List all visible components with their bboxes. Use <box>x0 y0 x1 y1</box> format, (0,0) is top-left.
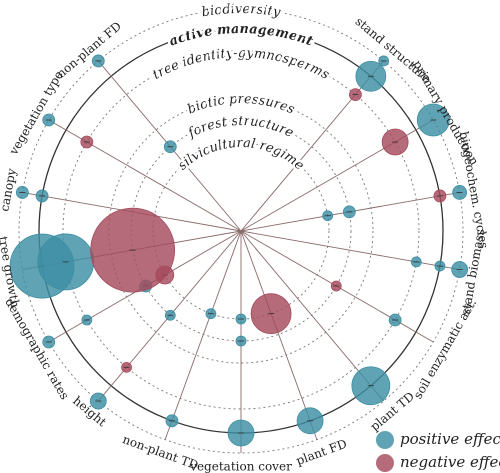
spoke-label: non-plant FD <box>54 19 124 81</box>
ring-label-text: active management <box>165 19 317 52</box>
spoke-label: canopy <box>0 167 19 212</box>
ring-label: silvicultural regime <box>175 136 307 174</box>
spoke-label: plant FD <box>294 437 349 468</box>
spoke-label: vegetation type <box>6 68 66 158</box>
ring-label-text: biodiversity <box>198 0 284 23</box>
spoke <box>164 230 242 440</box>
legend-label: negative effect <box>400 453 500 471</box>
spoke-label: vegetation cover <box>189 460 292 473</box>
ring <box>18 8 464 454</box>
ring-label-text: silvicultural regime <box>173 133 310 176</box>
ring-label: active management <box>167 22 314 50</box>
grid <box>18 8 464 454</box>
legend: positive effect negative effect <box>376 430 500 472</box>
ring <box>108 98 374 364</box>
spoke <box>240 230 460 270</box>
ring-label-text: tree identity-gymnosperms <box>148 43 335 85</box>
bubbles <box>9 54 469 447</box>
ring-label: biodiversity <box>201 2 282 20</box>
spoke <box>48 119 242 232</box>
spoke-label: soil enzymatic act. <box>411 296 480 401</box>
legend-swatch <box>376 431 394 449</box>
legend-label: positive effect <box>400 430 500 448</box>
spoke <box>240 230 318 440</box>
legend-swatch <box>376 454 394 472</box>
ring-label: tree identity-gymnosperms <box>150 46 332 83</box>
spoke <box>240 60 385 232</box>
ring <box>62 52 420 410</box>
spoke-label: demographic rates <box>2 296 71 402</box>
